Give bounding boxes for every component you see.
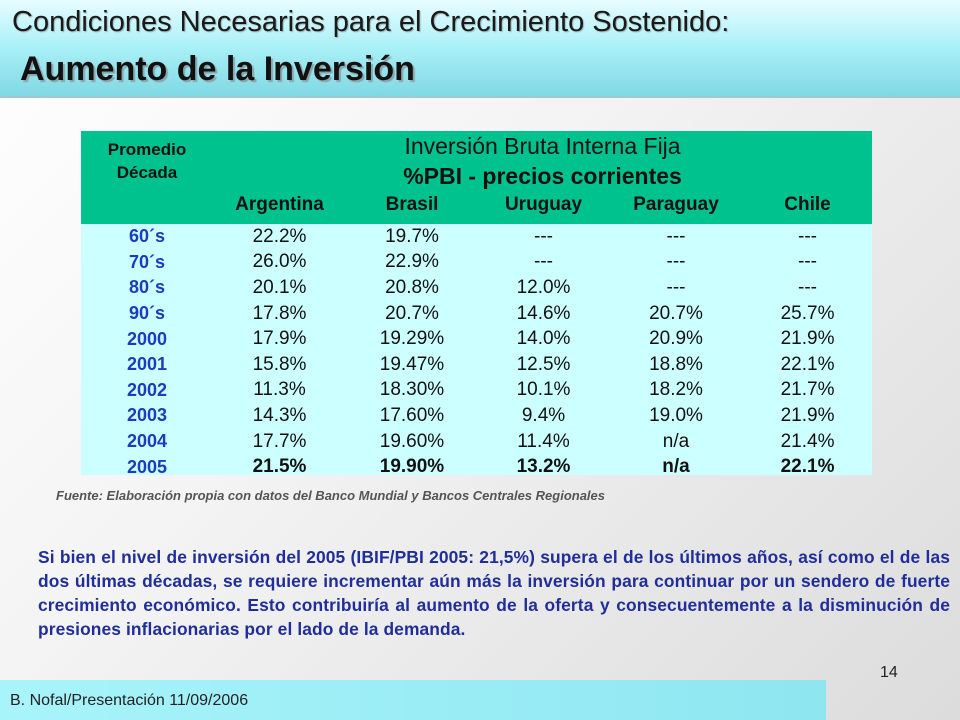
table-cell: 10.1% — [516, 379, 571, 401]
row-label: 70´s — [128, 251, 166, 272]
table-cell: --- — [534, 225, 553, 247]
row-label: 2001 — [126, 354, 168, 375]
table-cell: 17.8% — [252, 302, 307, 324]
row-header-line1: Promedio — [107, 140, 187, 159]
table-cell: 14.3% — [252, 404, 307, 426]
column-header-blank — [81, 191, 213, 218]
table-cell: 18.30% — [379, 379, 445, 401]
table-title-cell: Inversión Bruta Interna Fija %PBI - prec… — [213, 131, 873, 191]
column-header: Paraguay — [609, 191, 743, 218]
table-cell: 21.9% — [780, 404, 835, 426]
table-cell: 19.7% — [385, 225, 439, 247]
table-cell: 17.9% — [252, 328, 307, 350]
table-cell: 18.2% — [649, 379, 703, 401]
source-note: Fuente: Elaboración propia con datos del… — [56, 488, 605, 503]
table-row: 2003 14.3% 17.60% 9.4% 19.0% 21.9% — [81, 403, 872, 429]
footer-text: B. Nofal/Presentación 11/09/2006 — [10, 692, 249, 709]
table-cell: 11.3% — [253, 379, 306, 401]
row-label: 2000 — [126, 328, 168, 349]
table-cell: 9.4% — [521, 404, 566, 426]
footer-bar: B. Nofal/Presentación 11/09/2006 — [0, 680, 826, 720]
table-cell: n/a — [662, 456, 690, 478]
table-cell: --- — [798, 251, 818, 273]
table-cell: 22.2% — [252, 225, 307, 247]
table-cell: 25.7% — [780, 302, 835, 324]
table-cell: 26.0% — [252, 251, 307, 273]
table-cell: 12.5% — [516, 353, 571, 375]
table-row: 2001 15.8% 19.47% 12.5% 18.8% 22.1% — [81, 352, 872, 378]
table-row: 70´s 26.0% 22.9% --- --- --- — [81, 250, 872, 276]
table-cell: 19.60% — [379, 430, 445, 452]
table-cell: 15.8% — [252, 353, 307, 375]
table-cell: --- — [798, 276, 818, 298]
table-row: 2005 21.5% 19.90% 13.2% n/a 22.1% — [81, 454, 872, 480]
table-cell: 20.8% — [385, 276, 439, 298]
table-cell: 18.8% — [649, 353, 703, 375]
slide-title: Condiciones Necesarias para el Crecimien… — [12, 6, 730, 38]
table-row: 60´s 22.2% 19.7% --- --- --- — [81, 224, 872, 250]
slide-subtitle: Aumento de la Inversión — [20, 50, 415, 88]
table-cell: 20.9% — [649, 328, 703, 350]
table-row: 2004 17.7% 19.60% 11.4% n/a 21.4% — [81, 429, 872, 455]
row-header-line2: Década — [116, 163, 178, 182]
table-cell: 17.7% — [252, 430, 307, 452]
table-row: 80´s 20.1% 20.8% 12.0% --- --- — [81, 275, 872, 301]
row-label: 60´s — [128, 226, 166, 247]
table-cell: 19.90% — [379, 456, 445, 478]
table-cell: --- — [798, 225, 818, 247]
column-header: Uruguay — [478, 191, 609, 218]
table-cell: 12.0% — [516, 276, 571, 298]
table-cell: 22.9% — [385, 251, 439, 273]
table-cell: 21.5% — [252, 456, 307, 478]
table-cell: --- — [666, 251, 686, 273]
table-cell: 20.7% — [385, 302, 439, 324]
table-cell: 20.7% — [649, 302, 703, 324]
table-row: 90´s 17.8% 20.7% 14.6% 20.7% 25.7% — [81, 301, 872, 327]
row-header-cell: Promedio Década — [81, 131, 213, 191]
table-divider — [81, 218, 873, 224]
table-cell: 11.4% — [517, 430, 570, 452]
table-title-line1: Inversión Bruta Interna Fija — [404, 133, 681, 159]
row-label: 2005 — [126, 456, 168, 477]
table-cell: 19.47% — [379, 353, 445, 375]
row-label: 2002 — [126, 379, 168, 400]
row-label: 80´s — [128, 277, 166, 298]
investment-table: Promedio Década Inversión Bruta Interna … — [81, 131, 873, 477]
table-cell: 21.7% — [780, 379, 835, 401]
column-header: Brasil — [346, 191, 478, 218]
table-cell: 21.4% — [780, 430, 835, 452]
body-paragraph: Si bien el nivel de inversión del 2005 (… — [38, 547, 950, 639]
table-cell: --- — [534, 251, 553, 273]
table-cell: 19.0% — [649, 404, 703, 426]
table-cell: 14.0% — [516, 328, 571, 350]
row-label: 90´s — [128, 303, 166, 324]
table-cell: --- — [666, 276, 686, 298]
table-cell: --- — [666, 225, 686, 247]
table-cell: n/a — [662, 430, 690, 452]
page-number: 14 — [880, 664, 898, 681]
row-label: 2003 — [126, 405, 168, 426]
table-cell: 21.9% — [780, 328, 835, 350]
slide-header: Condiciones Necesarias para el Crecimien… — [0, 0, 960, 98]
column-header: Argentina — [213, 191, 346, 218]
table-cell: 22.1% — [780, 353, 835, 375]
table-cell: 14.6% — [516, 302, 571, 324]
table-row: 2002 11.3% 18.30% 10.1% 18.2% 21.7% — [81, 378, 872, 404]
table-cell: 17.60% — [379, 404, 445, 426]
table-cell: 20.1% — [252, 276, 307, 298]
table-row: 2000 17.9% 19.29% 14.0% 20.9% 21.9% — [81, 326, 872, 352]
row-label: 2004 — [126, 431, 168, 452]
table-cell: 22.1% — [780, 456, 835, 478]
column-header: Chile — [743, 191, 873, 218]
table-title-line2: %PBI - precios corrientes — [403, 163, 682, 189]
table-cell: 19.29% — [379, 328, 445, 350]
table-cell: 13.2% — [516, 456, 571, 478]
